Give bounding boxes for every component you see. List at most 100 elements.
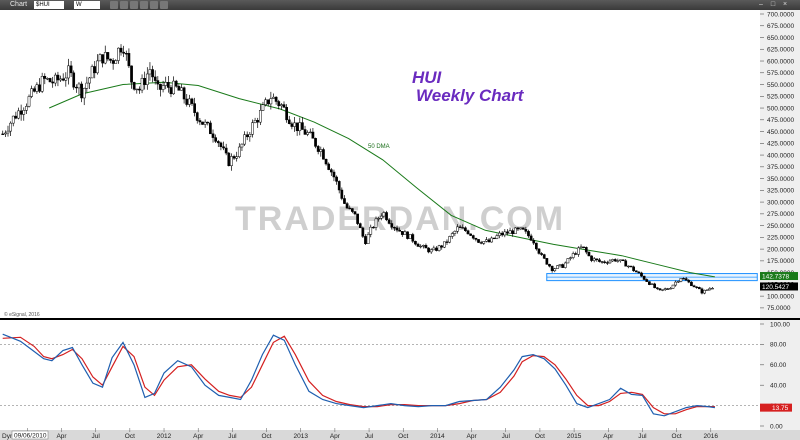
candle-down [471, 235, 475, 239]
candle-down [385, 212, 388, 221]
candle-down [542, 254, 546, 259]
candle-up [482, 241, 486, 244]
candle-down [51, 81, 55, 84]
time-tick-label: 2016 [704, 433, 719, 440]
toolbar-button-icon[interactable] [150, 1, 158, 9]
candle-down [290, 123, 294, 127]
candle-down [219, 142, 223, 147]
candle-up [306, 132, 310, 135]
candle-down [645, 279, 649, 282]
candle-down [282, 104, 286, 108]
candle-down [245, 134, 249, 138]
candle-down [682, 278, 685, 280]
candle-down [406, 231, 409, 239]
candle-up [164, 82, 168, 86]
price-tick-label: 250.0000 [767, 223, 794, 230]
candle-down [550, 265, 554, 272]
candle-down [190, 98, 194, 104]
candle-down [324, 158, 328, 165]
candle-up [508, 230, 512, 234]
candle-up [203, 121, 207, 125]
maximize-icon[interactable]: □ [770, 1, 776, 8]
candle-down [653, 283, 656, 289]
price-tick-label: 650.0000 [767, 35, 794, 42]
candle-down [358, 223, 362, 229]
toolbar-button-icon[interactable] [160, 1, 168, 9]
date-box[interactable] [11, 430, 49, 440]
candle-down [43, 75, 47, 79]
candle-down [1, 133, 5, 135]
candle-down [166, 82, 170, 88]
toolbar-button-icon[interactable] [130, 1, 138, 9]
time-tick-label: Oct [398, 433, 408, 440]
candle-down [327, 163, 331, 170]
time-tick-label: Jul [228, 433, 237, 440]
close-icon[interactable]: × [782, 1, 788, 8]
price-tick-label: 350.0000 [767, 176, 794, 183]
price-tick-label: 400.0000 [767, 152, 794, 159]
last-value-text: 120.5427 [762, 284, 789, 291]
candle-down [687, 280, 691, 283]
candle-down [461, 227, 465, 229]
credit-label: © eSignal, 2016 [4, 311, 40, 318]
candle-up [674, 281, 678, 286]
candle-up [9, 122, 12, 132]
time-tick-label: Apr [467, 433, 478, 440]
candle-down [516, 227, 520, 230]
candle-up [558, 264, 562, 266]
symbol-input[interactable]: $HUI [34, 1, 64, 9]
candle-up [369, 226, 373, 235]
candle-down [206, 121, 210, 124]
pane-separator[interactable] [0, 318, 800, 320]
candle-up [148, 69, 152, 75]
candle-down [348, 207, 352, 210]
candle-up [403, 231, 407, 235]
candle-down [14, 115, 18, 119]
candle-down [111, 60, 115, 64]
candle-down [621, 259, 625, 262]
candle-up [251, 122, 254, 135]
candle-down [690, 281, 693, 287]
price-tick-label: 525.0000 [767, 94, 794, 101]
candle-down [301, 122, 304, 130]
price-tick-label: 500.0000 [767, 105, 794, 112]
candle-up [453, 230, 457, 234]
time-tick-label: Apr [56, 433, 67, 440]
candle-down [582, 246, 586, 248]
minimize-icon[interactable]: – [759, 1, 763, 8]
candle-down [124, 53, 128, 55]
candle-up [563, 262, 567, 268]
candle-down [532, 240, 536, 244]
candle-up [442, 241, 446, 248]
candle-down [595, 258, 599, 261]
candle-down [109, 58, 112, 61]
candle-down [600, 261, 604, 263]
candle-down [80, 83, 83, 99]
candle-up [569, 257, 572, 259]
candle-down [537, 248, 541, 254]
toolbar-button-icon[interactable] [140, 1, 148, 9]
toolbar-button-icon[interactable] [120, 1, 128, 9]
window-title-bar: Chart – □ × [0, 0, 800, 10]
toolbar-button-icon[interactable] [110, 1, 118, 9]
oscillator-plot-background [0, 320, 760, 430]
candle-down [642, 275, 646, 280]
candle-down [177, 86, 181, 91]
interval-select[interactable]: W [74, 1, 100, 9]
candle-down [295, 122, 299, 132]
candle-down [590, 255, 593, 261]
time-tick-label: 2012 [157, 433, 172, 440]
candle-down [332, 171, 336, 178]
time-tick-label: Oct [535, 433, 545, 440]
time-tick-label: Jul [365, 433, 374, 440]
candle-down [132, 82, 136, 90]
candle-down [127, 53, 131, 67]
candle-up [703, 290, 706, 294]
candle-down [524, 229, 528, 232]
candle-down [598, 259, 601, 262]
last-value-tag [760, 272, 798, 281]
price-tick-label: 550.0000 [767, 82, 794, 89]
candle-up [571, 253, 575, 258]
